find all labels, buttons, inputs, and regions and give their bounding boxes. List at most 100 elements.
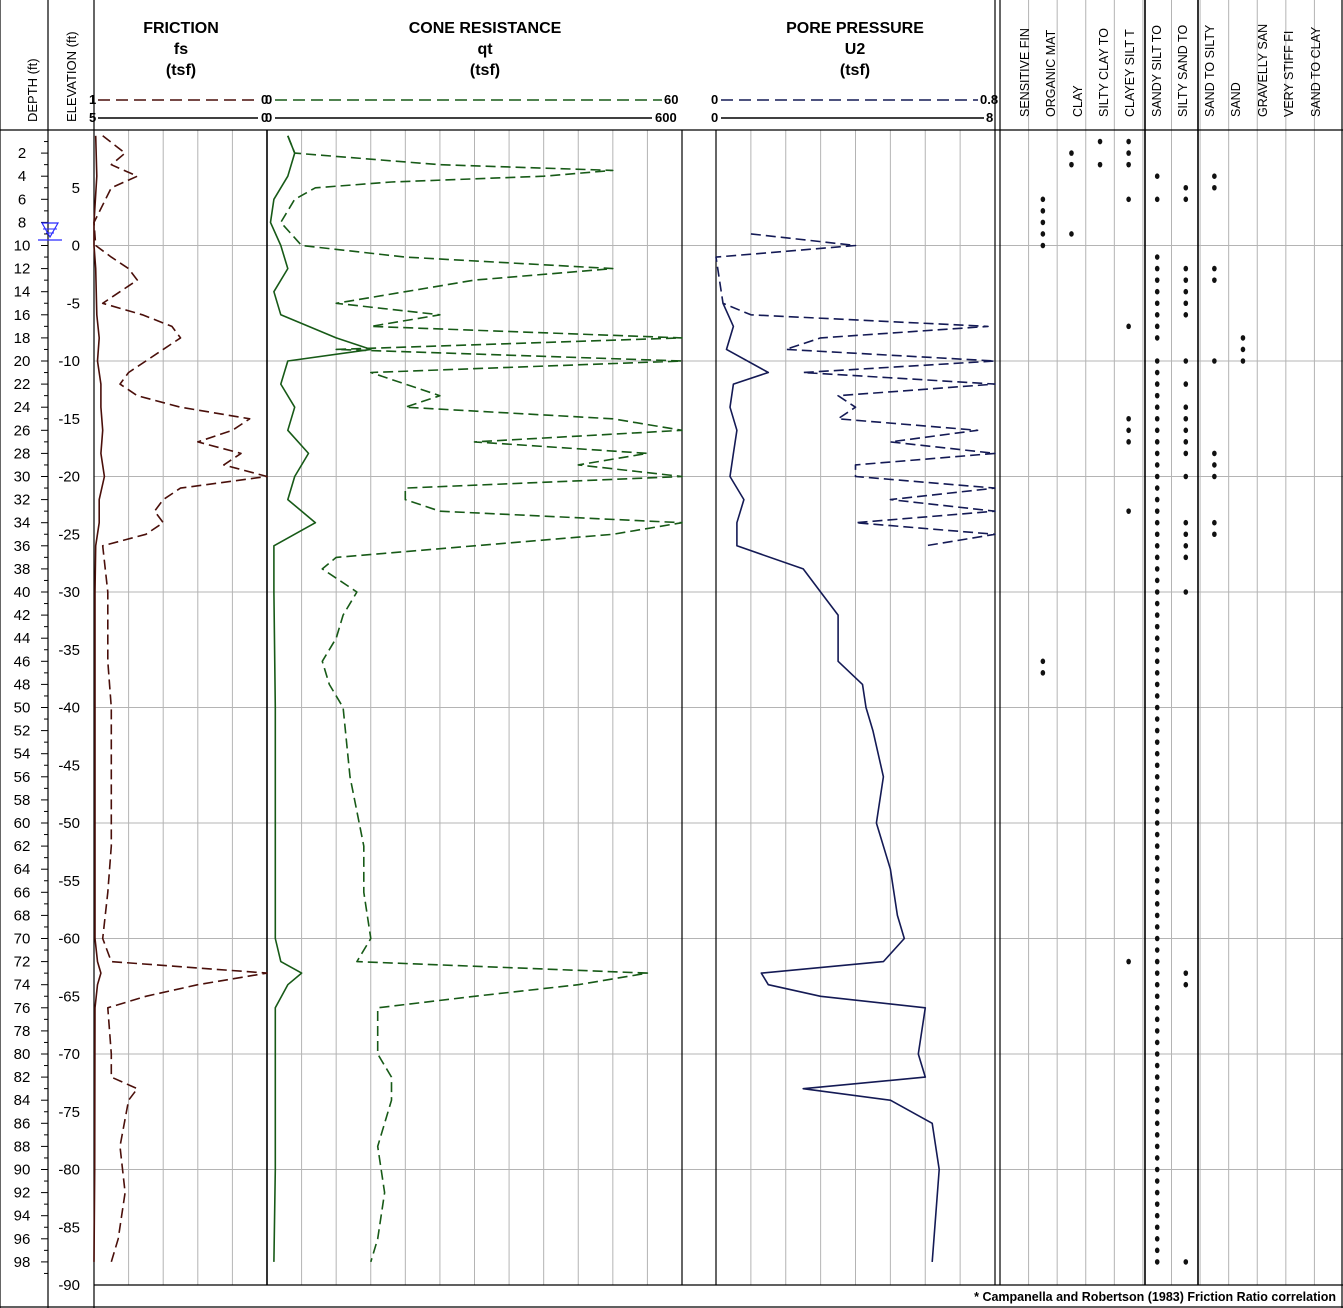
soil-marker xyxy=(1212,473,1217,480)
depth-tick-label: 82 xyxy=(14,1069,31,1086)
depth-tick-label: 6 xyxy=(18,191,26,208)
soil-marker xyxy=(1154,981,1160,988)
pore-scale-dashed-right: 0.8 xyxy=(980,92,998,107)
depth-tick-label: 98 xyxy=(14,1254,31,1271)
elevation-tick-label: 5 xyxy=(72,180,80,197)
cone-dashed-curve xyxy=(279,135,683,1263)
soil-type-label: VERY STIFF FI xyxy=(1282,31,1296,117)
soil-marker xyxy=(1154,519,1160,526)
depth-tick-label: 12 xyxy=(14,261,31,278)
soil-marker xyxy=(1154,670,1160,676)
soil-marker xyxy=(1154,173,1160,179)
soil-marker xyxy=(1183,312,1189,318)
soil-marker xyxy=(1126,427,1131,434)
soil-marker xyxy=(1183,288,1189,295)
depth-tick-label: 84 xyxy=(14,1092,31,1109)
elevation-tick-label: -15 xyxy=(58,411,80,428)
soil-marker xyxy=(1154,415,1160,422)
cone-scale-solid-right: 600 xyxy=(655,110,677,125)
soil-marker xyxy=(1154,808,1160,815)
elevation-tick-label: -75 xyxy=(58,1104,80,1121)
water-table-icon xyxy=(38,222,62,241)
elevation-tick-label: 0 xyxy=(72,238,80,255)
friction-unit: (tsf) xyxy=(166,62,196,79)
depth-tick-label: 88 xyxy=(14,1138,31,1155)
soil-marker xyxy=(1212,519,1217,526)
soil-marker xyxy=(1154,265,1160,272)
soil-marker xyxy=(1183,265,1189,272)
elevation-tick-label: -30 xyxy=(58,584,80,601)
soil-marker xyxy=(1154,323,1160,330)
soil-marker xyxy=(1154,1143,1160,1150)
soil-marker xyxy=(1040,658,1046,665)
depth-tick-label: 72 xyxy=(14,954,31,971)
cone-title: CONE RESISTANCE xyxy=(409,20,562,37)
depth-tick-label: 74 xyxy=(14,977,31,994)
depth-tick-label: 90 xyxy=(14,1162,31,1179)
soil-type-label: SAND xyxy=(1229,82,1243,117)
soil-marker xyxy=(1183,300,1189,307)
soil-marker xyxy=(1154,1178,1160,1184)
soil-marker xyxy=(1154,681,1160,688)
depth-tick-label: 28 xyxy=(14,445,31,462)
soil-marker xyxy=(1183,381,1189,387)
soil-marker xyxy=(1183,450,1189,457)
depth-tick-label: 56 xyxy=(14,769,31,786)
pore-title: PORE PRESSURE xyxy=(786,20,924,37)
soil-marker xyxy=(1154,716,1160,722)
depth-tick-label: 76 xyxy=(14,1000,31,1017)
soil-marker xyxy=(1097,138,1103,145)
soil-marker xyxy=(1154,369,1160,376)
depth-tick-label: 64 xyxy=(14,861,31,878)
soil-marker xyxy=(1154,1259,1160,1265)
friction-scale-dashed-left: 1 xyxy=(89,92,96,107)
pore-unit: (tsf) xyxy=(840,62,870,79)
soil-marker xyxy=(1154,1201,1160,1207)
soil-marker xyxy=(1126,323,1131,330)
depth-tick-label: 18 xyxy=(14,330,31,347)
soil-marker xyxy=(1154,196,1160,203)
soil-marker xyxy=(1154,485,1160,491)
depth-tick-label: 26 xyxy=(14,422,31,439)
soil-marker xyxy=(1183,427,1189,434)
depth-tick-label: 36 xyxy=(14,538,31,555)
pore-symbol: U2 xyxy=(845,41,866,58)
elevation-tick-label: -20 xyxy=(58,469,80,486)
soil-marker xyxy=(1154,623,1160,630)
friction-title: FRICTION xyxy=(143,20,219,37)
soil-marker xyxy=(1154,1224,1160,1231)
soil-marker xyxy=(1212,173,1217,179)
curves xyxy=(93,135,996,1263)
friction-solid-curve xyxy=(93,135,106,1262)
soil-marker xyxy=(1126,161,1131,168)
soil-marker xyxy=(1183,184,1189,191)
depth-tick-label: 24 xyxy=(14,399,31,416)
soil-marker xyxy=(1040,231,1046,237)
soil-marker xyxy=(1154,970,1160,976)
soil-marker xyxy=(1154,1120,1160,1127)
soil-marker xyxy=(1183,554,1189,561)
elevation-tick-label: -10 xyxy=(58,353,80,370)
elevation-tick-label: -50 xyxy=(58,815,80,832)
soil-marker xyxy=(1154,958,1160,965)
soil-marker xyxy=(1154,288,1160,295)
depth-tick-label: 4 xyxy=(18,168,26,185)
depth-tick-label: 14 xyxy=(14,284,31,301)
soil-marker xyxy=(1154,947,1160,953)
cone-symbol: qt xyxy=(477,41,493,58)
soil-marker xyxy=(1183,589,1189,595)
soil-marker xyxy=(1154,831,1160,838)
soil-marker xyxy=(1183,277,1189,283)
depth-tick-label: 32 xyxy=(14,492,31,509)
soil-marker xyxy=(1154,1108,1160,1115)
soil-marker xyxy=(1154,496,1160,503)
depth-tick-label: 70 xyxy=(14,931,31,948)
soil-marker xyxy=(1126,415,1131,422)
soil-type-label: SANDY SILT TO xyxy=(1150,25,1164,117)
depth-tick-label: 52 xyxy=(14,723,31,740)
soil-marker xyxy=(1154,1028,1160,1034)
soil-marker xyxy=(1183,404,1189,411)
depth-tick-label: 40 xyxy=(14,584,31,601)
elevation-tick-label: -70 xyxy=(58,1046,80,1063)
